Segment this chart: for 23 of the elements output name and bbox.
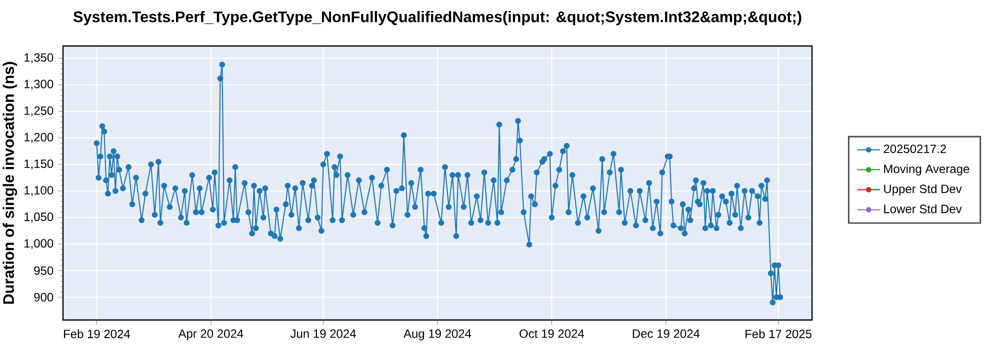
y-axis-title: Duration of single invocation (ns) xyxy=(2,62,18,304)
x-tick-label: Oct 19 2024 xyxy=(520,329,584,338)
legend-label: 20250217.2 xyxy=(884,144,946,154)
y-tick-label: 1,250 xyxy=(24,106,54,116)
y-tick-label: 900 xyxy=(34,292,54,302)
y-tick-label: 1,200 xyxy=(24,132,54,143)
y-tick-label: 1,050 xyxy=(24,212,54,222)
y-tick-label: 1,300 xyxy=(24,80,54,90)
y-tick-label: 1,100 xyxy=(24,186,54,196)
y-tick-label: 1,150 xyxy=(24,159,54,170)
y-tick-label: 1,350 xyxy=(24,53,54,64)
x-tick-label: Dec 19 2024 xyxy=(632,329,700,338)
y-tick-label: 950 xyxy=(34,266,54,275)
x-tick-label: Feb 19 2024 xyxy=(64,329,130,338)
x-tick-label: Jun 19 2024 xyxy=(290,329,356,338)
legend-label: Moving Average xyxy=(884,164,970,176)
legend-label: Lower Std Dev xyxy=(884,204,962,214)
y-tick-label: 1,000 xyxy=(24,239,54,250)
x-tick-label: Apr 20 2024 xyxy=(178,329,244,340)
chart-title: System.Tests.Perf_Type.GetType_NonFullyQualifiedNames(input: &quot;System.Int32&amp;&quot;) xyxy=(73,11,802,26)
x-tick-label: Aug 19 2024 xyxy=(403,329,472,340)
legend-label: Upper Std Dev xyxy=(884,184,962,196)
x-tick-label: Feb 17 2025 xyxy=(746,329,812,338)
